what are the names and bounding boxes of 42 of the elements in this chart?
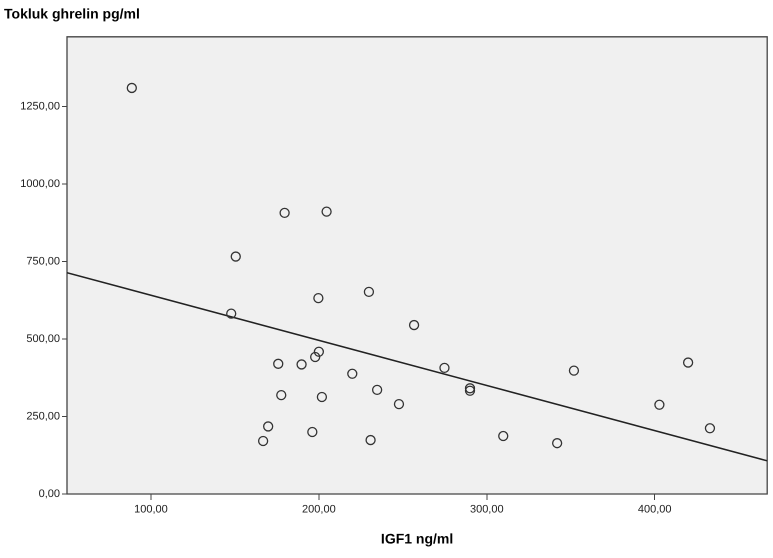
- x-tick-label: 300,00: [470, 504, 504, 516]
- point: [230, 251, 241, 262]
- y-tick-label: 500,00: [26, 333, 60, 346]
- x-tick-label: 200,00: [302, 504, 336, 516]
- y-tick-label: 1250,00: [20, 100, 60, 113]
- point: [552, 438, 562, 448]
- point: [347, 368, 358, 379]
- point: [682, 357, 694, 368]
- x-axis-title: IGF1 ng/ml: [380, 530, 454, 546]
- y-tick-label: 750,00: [26, 256, 60, 268]
- y-tick-label: 250,00: [26, 410, 60, 423]
- point: [316, 392, 328, 402]
- point: [372, 384, 382, 395]
- y-tick-label: 1000,00: [20, 178, 60, 190]
- point: [568, 365, 580, 376]
- point: [307, 426, 318, 438]
- point: [276, 390, 286, 400]
- point: [464, 383, 476, 394]
- point: [310, 352, 320, 362]
- chart-title: Tokluk ghrelin pg/ml: [4, 5, 140, 22]
- point: [314, 346, 324, 357]
- point: [313, 292, 324, 304]
- x-tick-label: 100,00: [134, 504, 168, 516]
- point: [394, 398, 404, 410]
- point: [704, 423, 716, 434]
- point: [365, 434, 376, 446]
- point: [263, 421, 274, 432]
- point: [279, 208, 290, 218]
- x-tick-label: 400,00: [638, 504, 672, 516]
- y-tick-label: 0,00: [38, 488, 60, 500]
- point: [408, 320, 420, 330]
- point: [498, 430, 508, 442]
- point: [321, 206, 332, 217]
- point: [126, 82, 137, 94]
- point: [364, 286, 374, 298]
- point: [258, 436, 268, 446]
- point: [226, 308, 236, 319]
- point: [464, 386, 476, 396]
- point: [439, 362, 450, 373]
- point: [273, 358, 284, 369]
- point: [654, 400, 665, 410]
- point: [296, 359, 307, 370]
